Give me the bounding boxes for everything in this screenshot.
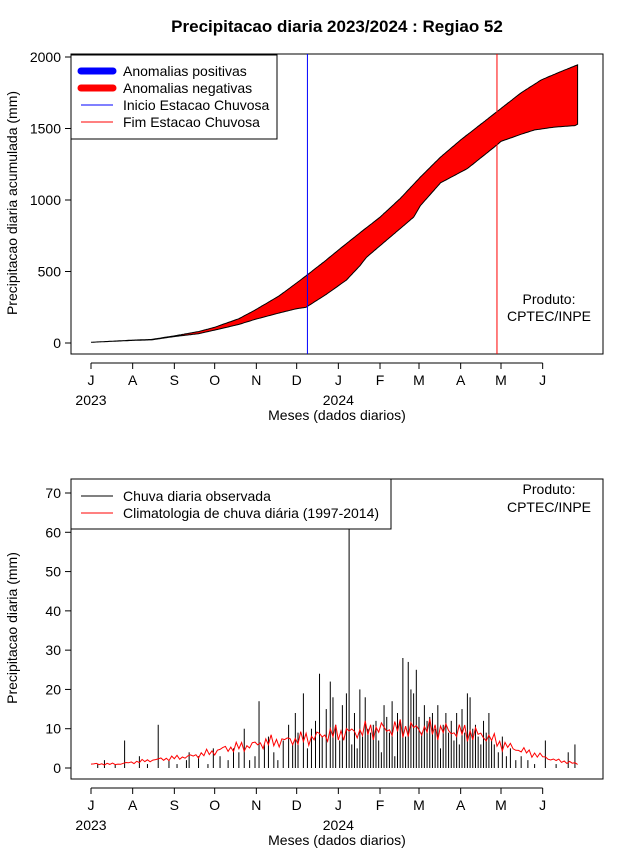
daily-month-label: J [335,797,342,813]
cumulative-month-label: A [456,372,466,388]
legend-box-bottom [70,478,392,530]
daily-month-label: M [413,797,425,813]
legend-label-positive: Anomalias positivas [123,63,247,79]
cumulative-month-label: O [209,372,220,388]
cumulative-y-axis-label: Precipitacao diaria acumulada (mm) [4,91,20,315]
cumulative-month-label: J [539,372,546,388]
cumulative-x-axis-label: Meses (dados diarios) [268,407,406,423]
legend-label-end: Fim Estacao Chuvosa [123,114,260,130]
cumulative-month-label: D [292,372,302,388]
cumulative-month-label: F [376,372,385,388]
daily-y-tick-label: 40 [45,603,61,619]
daily-panel: 0 10 20 30 40 50 60 70 J A S O N D J F M A M J 2023 2024 Pre… [4,478,604,848]
product-org-label-top: CPTEC/INPE [507,308,591,324]
cumulative-year-label: 2023 [75,392,106,408]
cumulative-month-label: M [413,372,425,388]
daily-month-label: F [376,797,385,813]
cumulative-legend: Anomalias positivas Anomalias negativas … [70,54,278,140]
daily-x-axis: J A S O N D J F M A M J 2023 2024 [75,787,546,833]
daily-month-label: M [495,797,507,813]
climatology-series [90,718,578,766]
negative-anomaly-fill [90,64,579,343]
product-label-top: Produto: [523,291,576,307]
daily-month-label: A [456,797,466,813]
climatology-line [90,718,578,766]
cumulative-month-label: N [251,372,261,388]
chart-title: Precipitacao diaria 2023/2024 : Regiao 5… [171,17,503,36]
daily-y-tick-label: 20 [45,681,61,697]
legend-label-negative: Anomalias negativas [123,80,252,96]
daily-y-axis: 0 10 20 30 40 50 60 70 [45,485,72,776]
cumulative-x-axis: J A S O N D J F M A M J 2023 2024 [75,362,546,408]
daily-y-tick-label: 70 [45,485,61,501]
daily-month-label: J [539,797,546,813]
daily-month-label: N [251,797,261,813]
daily-month-label: S [170,797,179,813]
daily-month-label: D [292,797,302,813]
daily-year-label: 2023 [75,817,106,833]
cumulative-y-tick-label: 500 [38,264,62,280]
cumulative-month-label: J [88,372,95,388]
daily-y-tick-label: 10 [45,721,61,737]
cumulative-y-tick-label: 1500 [30,121,61,137]
cumulative-y-axis: 0 500 1000 1500 2000 [30,49,72,351]
product-org-label-bottom: CPTEC/INPE [507,499,591,515]
daily-y-axis-label: Precipitacao diaria (mm) [4,552,20,704]
daily-y-tick-label: 30 [45,642,61,658]
rainy-season-lines [306,54,498,354]
product-label-bottom: Produto: [523,481,576,497]
daily-y-tick-label: 60 [45,524,61,540]
daily-month-label: A [128,797,138,813]
anomaly-area [90,64,579,343]
daily-y-tick-label: 50 [45,564,61,580]
daily-x-axis-label: Meses (dados diarios) [268,832,406,848]
daily-legend: Chuva diaria observada Climatologia de c… [70,478,392,530]
cumulative-month-label: S [170,372,179,388]
daily-y-tick-label: 0 [53,760,61,776]
daily-year-label: 2024 [323,817,354,833]
cumulative-y-tick-label: 2000 [30,49,61,65]
daily-month-label: O [209,797,220,813]
cumulative-year-label: 2024 [323,392,354,408]
cumulative-month-label: M [495,372,507,388]
cumulative-y-tick-label: 0 [53,335,61,351]
cumulative-panel: 0 500 1000 1500 2000 J A S O N D J F M A M J 2023 2024 Pr… [4,49,604,423]
cumulative-month-label: J [335,372,342,388]
cumulative-y-tick-label: 1000 [30,192,61,208]
legend-label-climatology: Climatologia de chuva diária (1997-2014) [123,505,379,521]
legend-label-start: Inicio Estacao Chuvosa [123,97,270,113]
daily-month-label: J [88,797,95,813]
legend-label-observed: Chuva diaria observada [123,488,271,504]
cumulative-month-label: A [128,372,138,388]
